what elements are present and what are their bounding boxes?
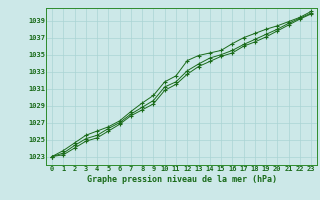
X-axis label: Graphe pression niveau de la mer (hPa): Graphe pression niveau de la mer (hPa)	[87, 175, 276, 184]
